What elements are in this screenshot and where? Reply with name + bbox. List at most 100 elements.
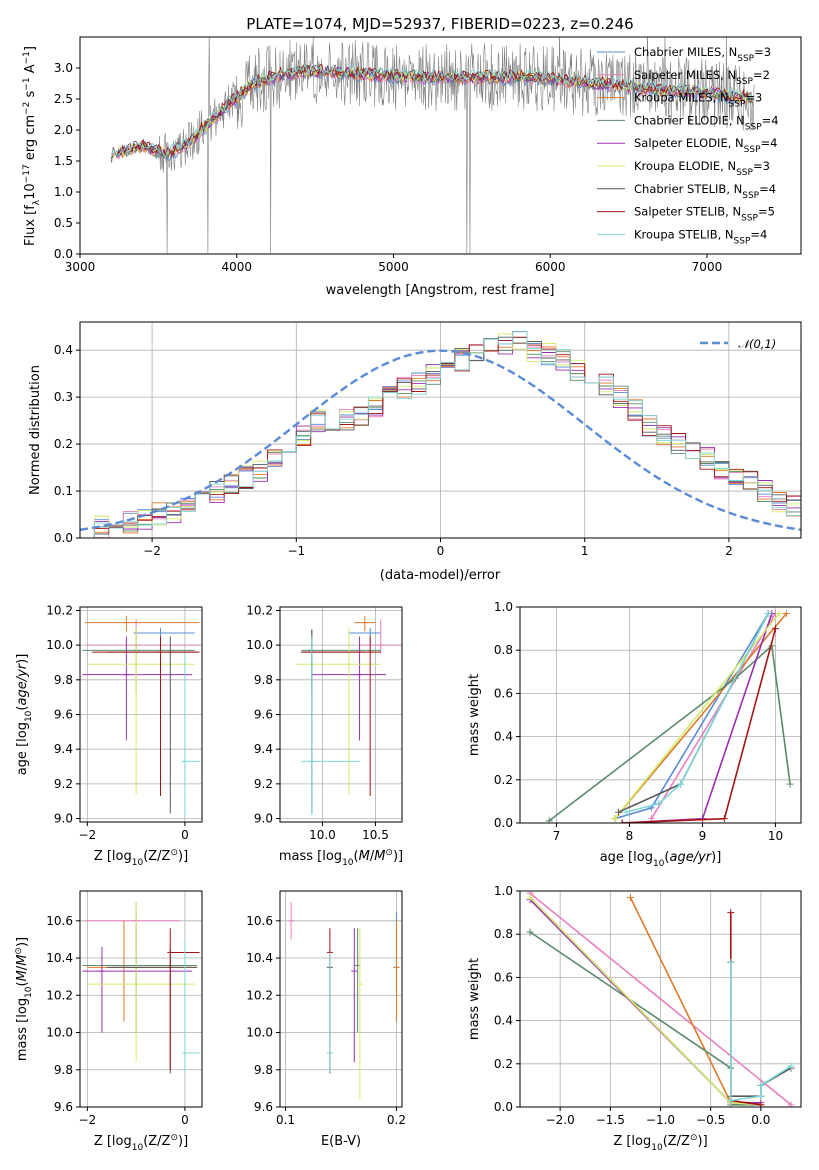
x-tick-label: −0.5 xyxy=(696,1113,725,1127)
plus-marker xyxy=(757,1092,765,1100)
legend-label: Chabrier MILES, NSSP=3 xyxy=(634,45,771,64)
x-tick-label: 0 xyxy=(181,828,189,842)
x-tick-label: −2 xyxy=(143,544,161,558)
y-tick-label: 0.1 xyxy=(54,484,73,498)
x-tick-label: 0.2 xyxy=(387,1113,406,1127)
plot-area xyxy=(526,891,795,1107)
series-line xyxy=(614,613,780,820)
x-axis-label: Z [log10(Z/Z⊙)] xyxy=(94,1133,188,1153)
x-tick-label: 0.0 xyxy=(751,1113,770,1127)
chart-title: PLATE=1074, MJD=52937, FIBERID=0223, z=0… xyxy=(246,15,633,33)
plus-marker xyxy=(727,1097,735,1105)
y-tick-label: 0.6 xyxy=(494,686,513,700)
data-spectrum-line xyxy=(111,37,755,254)
y-tick-label: 1.0 xyxy=(54,185,73,199)
x-tick-label: 10.0 xyxy=(309,828,336,842)
plus-marker xyxy=(727,958,735,966)
x-tick-label: 10 xyxy=(768,829,783,843)
plus-marker xyxy=(526,928,534,936)
x-tick-label: 6000 xyxy=(535,260,566,274)
plus-marker xyxy=(698,815,706,823)
x-tick-label: 4000 xyxy=(221,260,252,274)
x-axis-label: wavelength [Angstrom, rest frame] xyxy=(326,283,555,298)
plot-area xyxy=(80,330,801,538)
y-tick-label: 9.2 xyxy=(254,777,273,791)
histogram-step xyxy=(80,330,801,538)
y-tick-label: 0.6 xyxy=(494,970,513,984)
y-tick-label: 10.2 xyxy=(246,988,273,1002)
y-tick-label: 0.8 xyxy=(494,927,513,941)
age-vs-z-panel: −2 0 9.0 9.2 9.4 9.6 9.8 10.0 10.2 Z [log10(Z/Z⊙)… xyxy=(15,603,203,868)
x-tick-label: −1.0 xyxy=(646,1113,675,1127)
plus-marker xyxy=(757,1101,765,1107)
x-tick-label: 7 xyxy=(553,829,561,843)
x-tick-label: −2 xyxy=(78,828,96,842)
plus-marker xyxy=(720,815,728,823)
plus-marker xyxy=(787,1101,795,1107)
series-line xyxy=(529,892,792,1106)
y-tick-label: 1.5 xyxy=(54,154,73,168)
plus-marker xyxy=(618,819,626,823)
y-tick-label: 10.4 xyxy=(246,951,273,965)
y-axis-label: mass weight xyxy=(467,958,482,1040)
y-tick-label: 1.0 xyxy=(494,884,513,898)
plot-area xyxy=(82,902,200,1074)
plus-marker xyxy=(611,815,619,823)
x-axis-label: (data-model)/error xyxy=(380,568,501,583)
plus-marker xyxy=(622,808,630,816)
x-axis-label: E(B-V) xyxy=(321,1134,361,1149)
mass-vs-z-panel: −2 0 9.6 9.8 10.0 10.2 10.4 10.6 Z [log10(Z/Z⊙)]… xyxy=(14,890,203,1153)
y-axis-label: mass weight xyxy=(467,674,482,756)
x-tick-label: −1.5 xyxy=(596,1113,625,1127)
y-tick-label: 0.8 xyxy=(494,643,513,657)
y-tick-label: 10.6 xyxy=(46,914,73,928)
legend-label: Kroupa STELIB, NSSP=4 xyxy=(634,227,767,246)
axes-frame xyxy=(279,890,403,1108)
y-tick-label: 0.0 xyxy=(494,1100,513,1114)
y-tick-label: 3.0 xyxy=(54,61,73,75)
y-tick-label: 9.8 xyxy=(54,1063,73,1077)
y-tick-label: 2.5 xyxy=(54,92,73,106)
legend-label: Salpeter STELIB, NSSP=5 xyxy=(634,205,775,224)
legend-label: Salpeter MILES, NSSP=2 xyxy=(634,68,770,87)
y-tick-label: 9.0 xyxy=(54,812,73,826)
y-axis-label: Flux [fλ10−17 erg cm−2 s−1 A−1] xyxy=(22,46,42,246)
x-axis-label: Z [log10(Z/Z⊙)] xyxy=(94,848,188,868)
x-tick-label: 8 xyxy=(626,829,634,843)
model-line xyxy=(110,63,754,158)
y-tick-label: 9.8 xyxy=(54,673,73,687)
y-axis-label: age [log10(age/yr)] xyxy=(15,654,34,776)
residuals-panel: −2 −1 0 1 2 0.0 0.1 0.2 0.3 0.4 (data-model)/error… xyxy=(28,321,802,583)
plus-marker xyxy=(727,909,735,917)
y-tick-label: 10.4 xyxy=(46,951,73,965)
axes-frame xyxy=(79,890,203,1108)
plus-marker xyxy=(787,1062,795,1070)
model-line xyxy=(110,63,754,159)
x-axis-label: Z [log10(Z/Z⊙)] xyxy=(613,1133,707,1153)
y-tick-label: 9.6 xyxy=(254,708,273,722)
y-tick-label: 9.2 xyxy=(54,777,73,791)
x-tick-label: 9 xyxy=(699,829,707,843)
y-tick-label: 0.4 xyxy=(494,1014,513,1028)
y-tick-label: 0.0 xyxy=(494,816,513,830)
weight-vs-z-panel: −2.0 −1.5 −1.0 −0.5 0.0 0.0 0.2 0.4 0.6 0.8 1.0 Z [… xyxy=(467,884,802,1153)
axes-frame xyxy=(519,606,802,824)
y-tick-label: 10.2 xyxy=(46,603,73,617)
y-tick-label: 10.0 xyxy=(46,1026,73,1040)
y-tick-label: 10.2 xyxy=(46,988,73,1002)
y-tick-label: 0.5 xyxy=(54,216,73,230)
mass-vs-ebv-panel: 0.1 0.2 9.6 9.8 10.0 10.2 10.4 10.6 E(B-V) xyxy=(246,890,406,1149)
y-tick-label: 10.0 xyxy=(246,1026,273,1040)
plot-area xyxy=(288,902,400,1100)
x-tick-label: 0 xyxy=(437,544,445,558)
plus-marker xyxy=(771,625,779,633)
x-tick-label: 0 xyxy=(181,1113,189,1127)
plus-marker xyxy=(655,800,663,808)
x-tick-label: 7000 xyxy=(692,260,723,274)
series-line xyxy=(650,613,777,820)
y-axis-label: mass [log10(M/M⊙)] xyxy=(14,937,34,1061)
series-line xyxy=(548,644,791,822)
x-axis-label: age [log10(age/yr)] xyxy=(600,850,722,869)
legend-label: Salpeter ELODIE, NSSP=4 xyxy=(634,136,777,155)
